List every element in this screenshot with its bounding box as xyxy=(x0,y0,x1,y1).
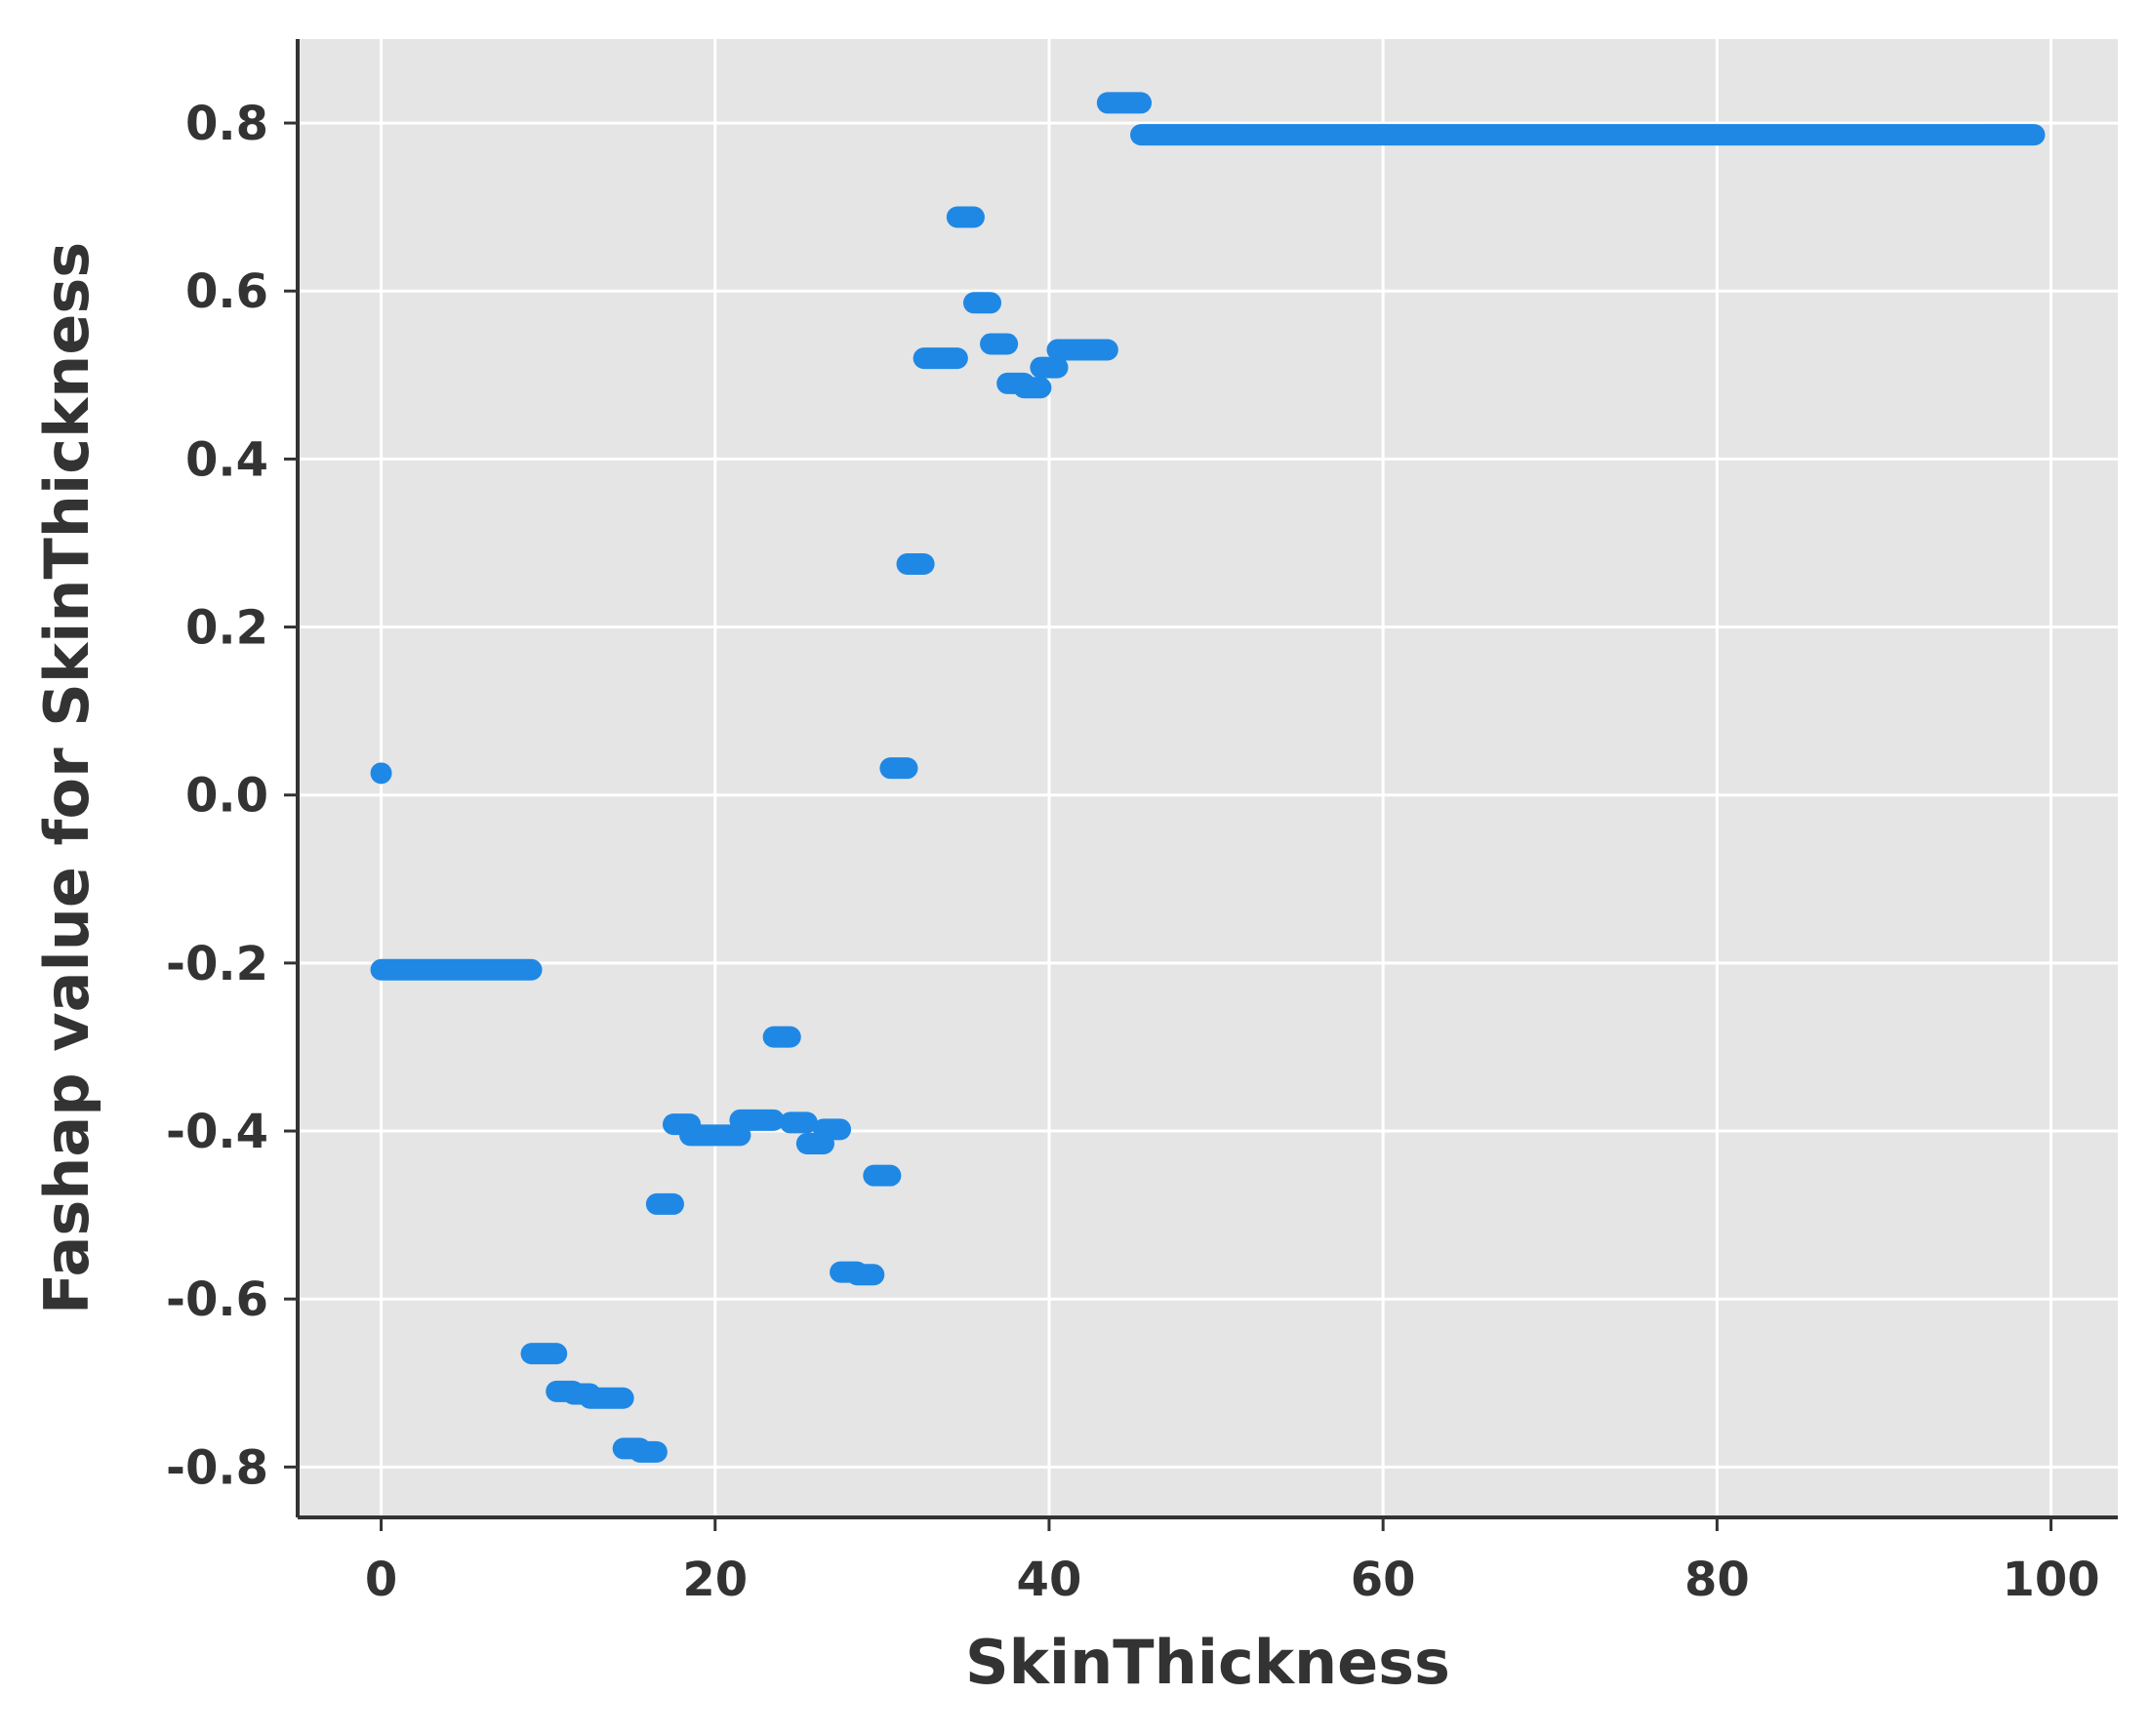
axes xyxy=(284,39,2118,1531)
y-tick-label: 0.0 xyxy=(185,769,268,824)
x-tick-label: 40 xyxy=(1017,1553,1082,1607)
x-tick-label: 60 xyxy=(1351,1553,1416,1607)
y-tick-label: -0.4 xyxy=(166,1105,268,1159)
x-tick-label: 20 xyxy=(682,1553,748,1607)
x-tick-label: 100 xyxy=(2002,1553,2099,1607)
y-tick-label: 0.4 xyxy=(185,432,268,487)
y-tick-label: -0.2 xyxy=(166,937,268,991)
x-axis-label: SkinThickness xyxy=(965,1627,1450,1698)
y-tick-label: -0.8 xyxy=(166,1440,268,1495)
gridlines xyxy=(298,39,2118,1517)
data-point xyxy=(370,762,392,785)
y-axis-label: Fashap value for SkinThickness xyxy=(31,242,102,1314)
x-tick-label: 0 xyxy=(365,1553,397,1607)
x-tick-label: 80 xyxy=(1684,1553,1750,1607)
plot-background xyxy=(298,39,2118,1517)
y-tick-label: 0.8 xyxy=(185,97,268,151)
tick-labels: 0 20 40 60 80 100 -0.8 -0.6 -0.4 -0.2 0.0 0.2 0.4 0.6… xyxy=(166,97,2100,1607)
y-tick-label: 0.6 xyxy=(185,264,268,319)
y-tick-label: 0.2 xyxy=(185,601,268,656)
y-tick-label: -0.6 xyxy=(166,1272,268,1327)
data-points xyxy=(370,92,2046,1463)
